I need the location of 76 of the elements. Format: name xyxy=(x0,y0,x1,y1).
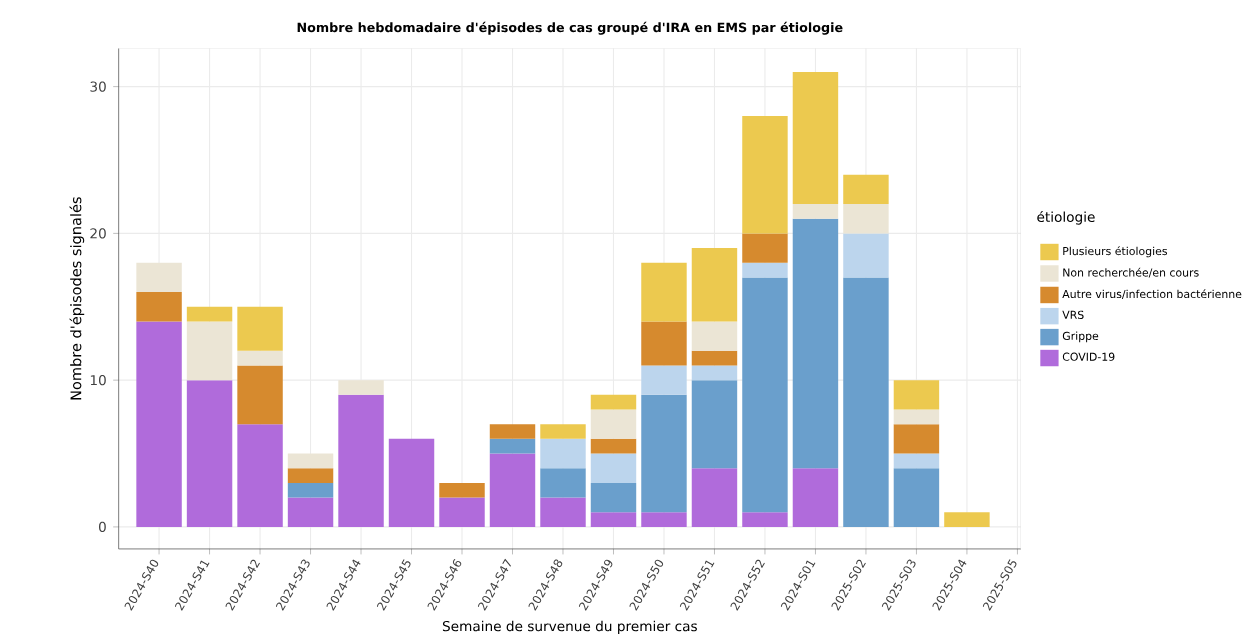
bar xyxy=(237,306,283,351)
y-tick-label: 0 xyxy=(98,521,106,533)
bar xyxy=(186,306,233,322)
bar xyxy=(691,365,738,381)
legend-label: COVID-19 xyxy=(1062,352,1115,361)
bar xyxy=(641,394,687,513)
bar xyxy=(590,438,637,454)
bar xyxy=(641,262,687,322)
legend-label: VRS xyxy=(1062,310,1084,319)
bar xyxy=(540,438,586,469)
bar xyxy=(843,233,889,278)
bar xyxy=(287,497,334,527)
bar xyxy=(893,409,940,425)
bar xyxy=(489,438,536,454)
bar xyxy=(287,468,334,483)
bar xyxy=(489,453,536,527)
bar xyxy=(590,482,637,513)
bar xyxy=(237,350,283,366)
bar xyxy=(742,277,788,513)
bar xyxy=(792,218,839,469)
bar xyxy=(237,424,283,527)
bar xyxy=(792,468,839,527)
legend-label: Grippe xyxy=(1062,331,1099,343)
bar xyxy=(338,394,384,527)
bar xyxy=(893,468,940,527)
bar xyxy=(742,233,788,263)
bar xyxy=(893,380,940,410)
bar xyxy=(742,262,788,278)
bar xyxy=(540,497,586,527)
bar xyxy=(287,453,334,469)
bar xyxy=(136,321,182,527)
bar xyxy=(843,204,889,234)
bar xyxy=(590,453,637,483)
legend-label: Plusieurs étiologies xyxy=(1063,246,1168,258)
bar xyxy=(691,321,738,351)
bar xyxy=(742,115,788,234)
y-tick-label: 10 xyxy=(90,374,106,386)
bar xyxy=(590,512,637,527)
bar xyxy=(843,277,889,527)
y-axis-title: Nombre d'épisodes signalés xyxy=(69,197,85,400)
chart-title: Nombre hebdomadaire d'épisodes de cas groupé d'IRA en EMS par étiologie xyxy=(297,21,843,35)
bar xyxy=(641,321,687,366)
bar xyxy=(944,512,990,527)
x-axis-title: Semaine de survenue du premier cas xyxy=(442,620,697,634)
legend-title: étiologie xyxy=(1037,210,1095,225)
bar xyxy=(540,468,586,498)
bar xyxy=(893,424,940,454)
bar xyxy=(641,512,687,527)
bar xyxy=(691,248,738,322)
bar xyxy=(893,453,940,469)
bar xyxy=(540,424,586,439)
bar xyxy=(388,438,435,527)
bar xyxy=(136,292,182,322)
bar xyxy=(792,204,839,219)
bar xyxy=(186,380,233,527)
legend-label: Autre virus/infection bactérienne xyxy=(1062,289,1242,299)
bar xyxy=(439,497,485,527)
bar xyxy=(489,424,536,439)
bar xyxy=(186,321,233,381)
bar xyxy=(590,409,637,439)
bar xyxy=(439,482,485,498)
bar xyxy=(691,350,738,366)
bar xyxy=(641,365,687,395)
bar xyxy=(691,468,738,527)
bar xyxy=(338,380,384,395)
bar xyxy=(691,380,738,469)
bar xyxy=(792,71,839,205)
bar xyxy=(136,262,182,293)
bar xyxy=(843,174,889,205)
bar xyxy=(237,365,283,425)
legend-label: Non recherchée/en cours xyxy=(1063,267,1199,278)
bar xyxy=(287,482,334,498)
bar xyxy=(742,512,788,527)
bar xyxy=(590,394,637,410)
y-tick-label: 30 xyxy=(90,81,106,92)
y-tick-label: 20 xyxy=(90,228,106,239)
